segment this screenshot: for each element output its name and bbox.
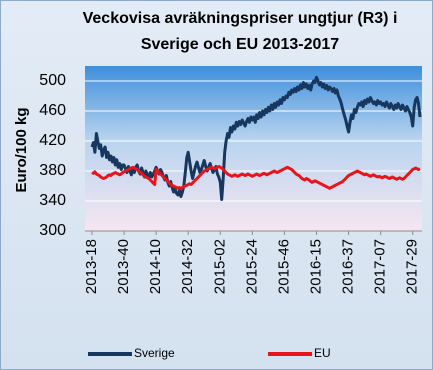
x-tick-label: 2017-07	[372, 239, 389, 294]
y-tick-label: 500	[39, 72, 66, 89]
series-line	[91, 165, 421, 190]
x-tick-label: 2014-10	[147, 239, 164, 294]
y-tick-label: 420	[39, 132, 66, 149]
x-tick-label: 2017-29	[404, 239, 421, 294]
x-tick-label: 2015-24	[243, 239, 260, 294]
plot-area	[85, 66, 422, 231]
x-tick-label: 2016-37	[340, 239, 357, 294]
y-tick-label: 340	[39, 192, 66, 209]
y-tick-label: 300	[39, 222, 66, 239]
series-line	[90, 75, 422, 201]
x-tick-label: 2014-32	[179, 239, 196, 294]
y-tick-label: 380	[39, 162, 66, 179]
y-tick-label: 460	[39, 102, 66, 119]
legend-label: Sverige	[134, 346, 175, 360]
y-axis-label: Euro/100 kg	[13, 107, 30, 192]
legend-label: EU	[314, 346, 331, 360]
x-tick-label: 2013-18	[83, 239, 100, 294]
x-tick-label: 2016-15	[307, 239, 324, 294]
x-tick-label: 2015-02	[211, 239, 228, 294]
chart-title: Veckovisa avräkningspriser ungtjur (R3) …	[82, 10, 398, 53]
x-tick-label: 2015-46	[275, 239, 292, 294]
x-tick-label: 2013-40	[115, 239, 132, 294]
